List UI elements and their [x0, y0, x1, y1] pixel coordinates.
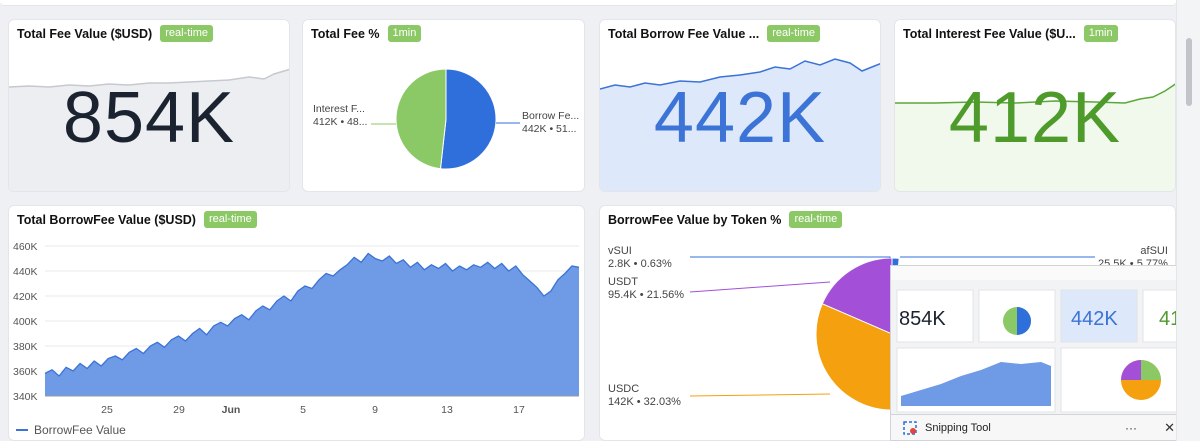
- kpi-value: 854K: [62, 78, 236, 158]
- card-title: Total Fee %: [311, 26, 380, 41]
- card-title: Total Fee Value ($USD): [17, 26, 153, 41]
- x-tick-label: 25: [101, 404, 113, 416]
- more-options-icon[interactable]: ···: [1125, 421, 1137, 435]
- pie-label-value: 412K • 48...: [313, 116, 368, 128]
- card-header: Total Fee % 1min: [303, 20, 584, 47]
- token-value: 95.4K • 21.56%: [608, 289, 685, 301]
- pie-leader-usdc: [689, 393, 831, 397]
- pie-leader-usdt: [689, 281, 831, 293]
- token-label-vsui: vSUI 2.8K • 0.63%: [608, 245, 672, 271]
- x-tick-label: Jun: [222, 404, 241, 416]
- card-header: Total Interest Fee Value ($U... 1min: [895, 20, 1175, 47]
- card-title: Total BorrowFee Value ($USD): [17, 212, 196, 227]
- y-tick-label: 400K: [13, 316, 38, 328]
- fee-pie-chart: [371, 68, 520, 170]
- card-total-borrow-fee-value: Total Borrow Fee Value ... real-time 442…: [599, 19, 881, 192]
- x-tick-label: 5: [300, 404, 306, 416]
- card-title: Total Interest Fee Value ($U...: [903, 26, 1076, 41]
- card-header: Total Fee Value ($USD) real-time: [9, 20, 289, 47]
- pie-leader-vsui: [690, 256, 891, 258]
- card-borrowfee-chart: Total BorrowFee Value ($USD) real-time 3…: [8, 205, 585, 441]
- card-title: Total Borrow Fee Value ...: [608, 26, 760, 41]
- y-tick-label: 340K: [13, 391, 38, 403]
- token-label-usdt: USDT 95.4K • 21.56%: [608, 276, 684, 302]
- token-name: afSUI: [1140, 245, 1168, 257]
- pie-slice-1[interactable]: [395, 68, 447, 170]
- refresh-badge: real-time: [789, 211, 843, 228]
- refresh-badge: real-time: [203, 211, 257, 228]
- close-icon[interactable]: ✕: [1164, 420, 1175, 435]
- series-area: [45, 253, 579, 396]
- x-tick-label: 17: [513, 404, 525, 416]
- kpi-value: 412K: [948, 78, 1122, 158]
- card-total-fee-pct: Total Fee % 1min Interest F... 412K • 48…: [302, 19, 585, 192]
- x-tick-label: 29: [173, 404, 185, 416]
- pie-slice-0[interactable]: [439, 68, 497, 170]
- card-title: BorrowFee Value by Token %: [608, 212, 782, 227]
- series-line: [44, 252, 580, 377]
- card-total-fee-value: Total Fee Value ($USD) real-time 854K: [8, 19, 290, 192]
- borrowfee-area-chart: 340K 360K 380K 400K 420K 440K 460K 25 29 Jun 5 9 13 1…: [13, 241, 580, 416]
- y-tick-label: 440K: [13, 266, 38, 278]
- snipping-thumbnail[interactable]: 854K 442K 412: [890, 265, 1192, 415]
- token-name: USDC: [608, 383, 640, 395]
- token-label-usdc: USDC 142K • 32.03%: [608, 383, 681, 409]
- snipping-tool-title: Snipping Tool: [925, 421, 991, 434]
- thumbnail-value: 442K: [1071, 308, 1118, 330]
- legend-label: BorrowFee Value: [34, 423, 126, 437]
- sparkline-area: [895, 83, 1175, 191]
- pie-label-name: Interest F...: [313, 103, 365, 115]
- scrollbar-thumb[interactable]: [1186, 38, 1192, 106]
- refresh-badge: real-time: [160, 25, 214, 42]
- legend-swatch: [16, 429, 28, 431]
- refresh-badge: 1min: [387, 25, 422, 42]
- token-pie-chart: [689, 256, 1095, 411]
- token-value: 142K • 32.03%: [608, 396, 681, 408]
- sparkline-area: [600, 58, 880, 191]
- y-tick-label: 460K: [13, 241, 38, 253]
- snipping-tool-icon: [903, 420, 917, 435]
- pie-label-name: Borrow Fe...: [522, 110, 580, 122]
- card-header: BorrowFee Value by Token % real-time: [600, 206, 1175, 233]
- pie-label-value: 442K • 51...: [522, 123, 577, 135]
- refresh-badge: real-time: [767, 25, 820, 42]
- pie-label-interest: Interest F... 412K • 48...: [313, 103, 367, 129]
- card-header: Total Borrow Fee Value ... real-time: [600, 20, 880, 47]
- token-value: 2.8K • 0.63%: [608, 258, 672, 270]
- card-header: Total BorrowFee Value ($USD) real-time: [9, 206, 584, 233]
- top-strip: [0, 0, 1176, 6]
- thumbnail-preview: [891, 266, 1191, 414]
- y-tick-label: 420K: [13, 291, 38, 303]
- y-tick-label: 360K: [13, 366, 38, 378]
- pie-slice-usdc: [815, 303, 893, 411]
- thumbnail-value: 854K: [899, 308, 946, 330]
- token-name: USDT: [608, 276, 638, 288]
- vertical-scrollbar[interactable]: [1176, 0, 1200, 441]
- token-name: vSUI: [608, 245, 632, 257]
- card-total-interest-fee-value: Total Interest Fee Value ($U... 1min 412…: [894, 19, 1176, 192]
- snipping-tool-bar[interactable]: Snipping Tool ··· ✕: [890, 414, 1192, 441]
- kpi-value: 442K: [653, 78, 827, 158]
- chart-legend[interactable]: BorrowFee Value: [16, 423, 126, 437]
- pie-label-borrow: Borrow Fe... 442K • 51...: [522, 110, 579, 136]
- pie-slice-usdt: [821, 257, 893, 335]
- x-tick-label: 9: [372, 404, 378, 416]
- refresh-badge: 1min: [1083, 25, 1118, 42]
- x-tick-label: 13: [441, 404, 453, 416]
- y-tick-label: 380K: [13, 341, 38, 353]
- sparkline-area: [9, 68, 289, 191]
